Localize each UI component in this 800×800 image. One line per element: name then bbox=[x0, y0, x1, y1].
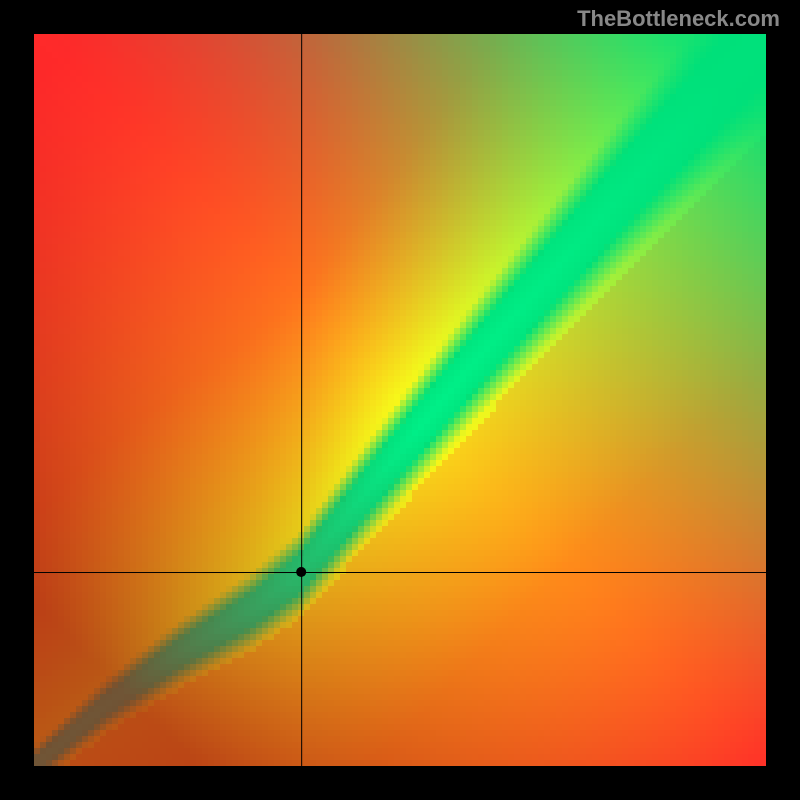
chart-container: { "watermark": { "text": "TheBottleneck.… bbox=[0, 0, 800, 800]
heatmap-canvas bbox=[0, 0, 800, 800]
watermark-text: TheBottleneck.com bbox=[577, 6, 780, 32]
